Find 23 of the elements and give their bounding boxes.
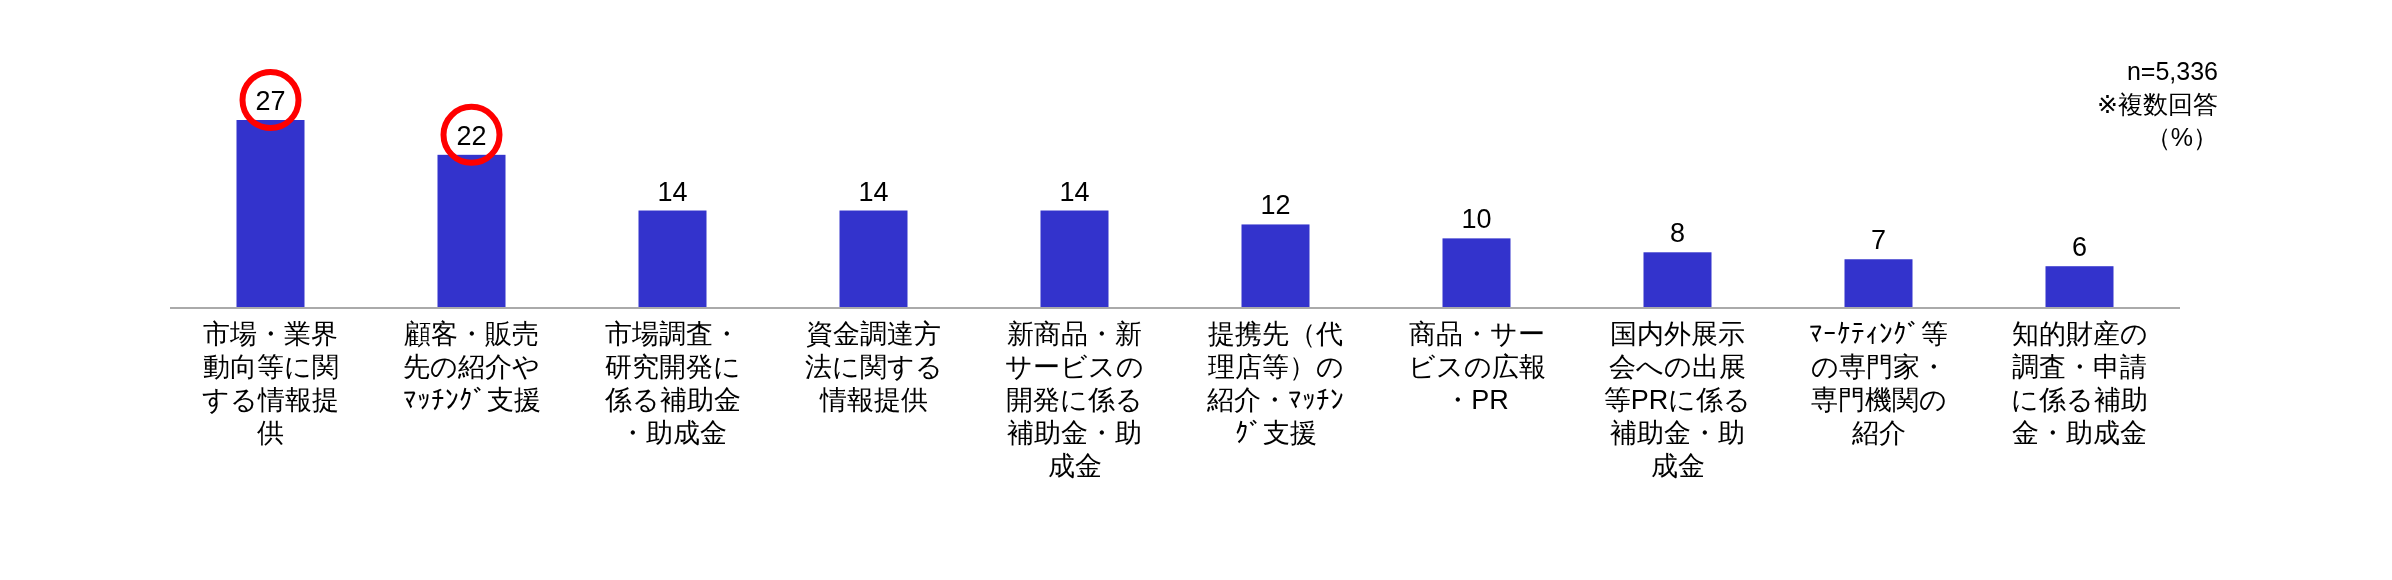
- data-label: 27: [255, 86, 286, 116]
- x-tick-label: 知的財産の調査・申請に係る補助金・助成金: [2010, 318, 2149, 450]
- x-tick-label: 市場調査・研究開発に係る補助金・助成金: [603, 318, 742, 450]
- x-tick-label: 新商品・新サービスの開発に係る補助金・助成金: [1004, 318, 1145, 483]
- x-tick-label: 提携先（代理店等）の紹介・ﾏｯﾁﾝｸﾞ支援: [1206, 318, 1345, 450]
- data-label: 22: [456, 120, 487, 151]
- x-tick-label: 資金調達方法に関する情報提供: [803, 318, 944, 417]
- text: ※複数回答: [2097, 90, 2218, 118]
- text: n=5,336: [2126, 57, 2218, 85]
- data-label: 14: [1059, 176, 1090, 207]
- data-label: 7: [1870, 225, 1887, 256]
- data-label: 14: [858, 176, 889, 207]
- data-label: 14: [657, 176, 688, 207]
- x-tick-label: 市場・業界動向等に関する情報提供: [201, 318, 340, 450]
- data-label: 12: [1260, 190, 1291, 221]
- data-label: 8: [1669, 218, 1686, 249]
- x-tick-label: ﾏｰｹﾃｨﾝｸﾞ等の専門家・専門機関の紹介: [1808, 318, 1949, 450]
- annotation: （%）: [2145, 123, 2218, 151]
- x-tick-label: 国内外展示会への出展等PRに係る補助金・助成金: [1602, 318, 1753, 483]
- x-tick-label: 商品・サービスの広報・PR: [1406, 318, 1547, 417]
- data-label: 6: [2071, 232, 2088, 263]
- data-label: 10: [1461, 204, 1492, 235]
- x-tick-label: 顧客・販売先の紹介やﾏｯﾁﾝｸﾞ支援: [401, 318, 542, 417]
